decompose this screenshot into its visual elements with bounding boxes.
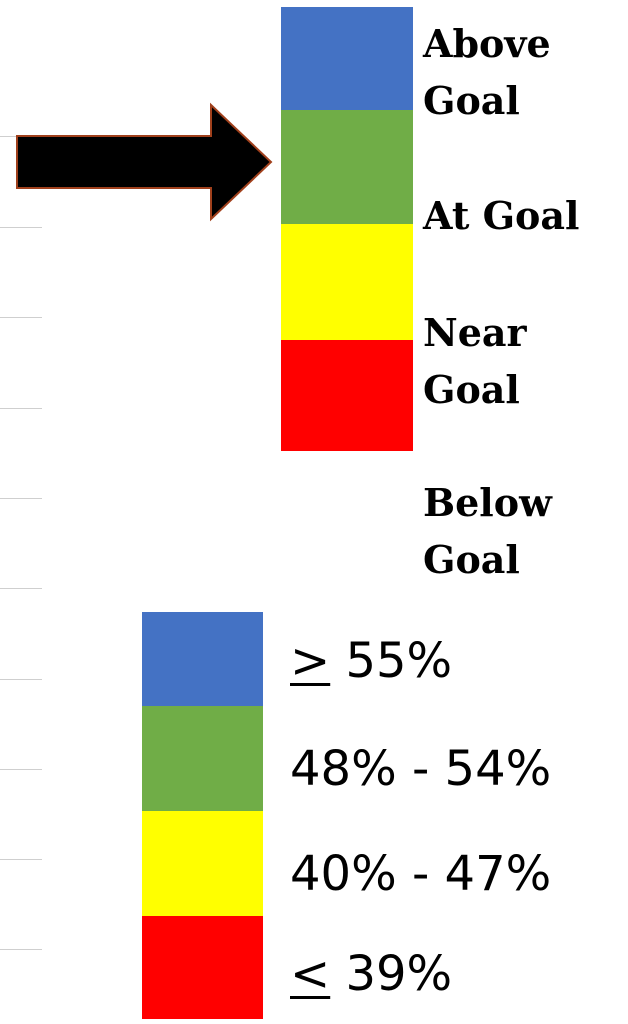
gridline	[0, 588, 42, 589]
label-at-goal: At Goal	[423, 193, 580, 238]
greater-equal-symbol: >	[290, 633, 331, 689]
percent-label-near: 40% - 47%	[290, 846, 552, 902]
gridline	[0, 498, 42, 499]
percent-band-green	[142, 706, 263, 811]
percent-band-yellow	[142, 811, 263, 916]
percent-band-blue	[142, 612, 263, 706]
gridline	[0, 859, 42, 860]
gridline	[0, 949, 42, 950]
label-near-goal: Near Goal	[423, 310, 527, 412]
percent-label-at: 48% - 54%	[290, 741, 552, 797]
percent-label-below: < 39%	[290, 946, 453, 1002]
gridline	[0, 227, 42, 228]
goal-band-near	[281, 224, 413, 340]
goal-band-below	[281, 340, 413, 451]
goal-band-above	[281, 7, 413, 110]
right-arrow-icon	[16, 102, 273, 222]
goal-band-at	[281, 110, 413, 224]
less-equal-symbol: <	[290, 946, 331, 1002]
label-below-goal: Below Goal	[423, 480, 552, 582]
gridline	[0, 317, 42, 318]
gridline	[0, 679, 42, 680]
gridline	[0, 408, 42, 409]
label-above-goal: Above Goal	[423, 21, 551, 123]
gridline	[0, 769, 42, 770]
percent-label-above: > 55%	[290, 633, 453, 689]
percent-band-red	[142, 916, 263, 1019]
